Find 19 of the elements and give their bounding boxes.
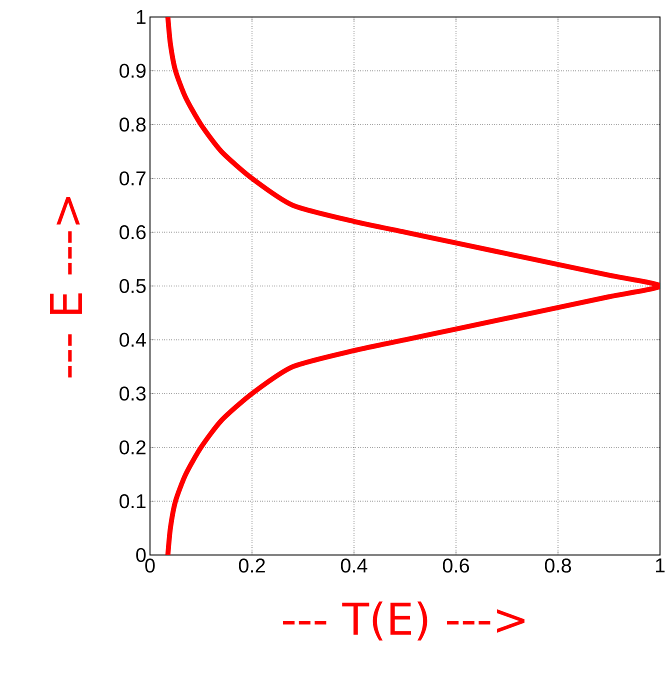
y-axis-title: --- E ---> <box>50 197 82 378</box>
x-tick-label: 0.6 <box>443 558 470 573</box>
y-tick-label: 0.4 <box>120 332 146 347</box>
y-tick-label: 0.3 <box>120 386 146 401</box>
y-tick-label: 0.5 <box>120 278 146 294</box>
x-tick-label: 1 <box>656 558 665 572</box>
x-tick-label: 0.8 <box>545 558 572 573</box>
y-tick-label: 0.7 <box>120 171 146 186</box>
y-tick-label: 0.2 <box>120 440 146 454</box>
x-axis-title: --- T(E) ---> <box>283 601 525 641</box>
y-tick-label: 0.9 <box>120 64 146 78</box>
y-tick-label: 0.1 <box>120 494 146 508</box>
y-tick-label: 0 <box>136 548 146 562</box>
y-tick-label: 0.6 <box>120 225 146 240</box>
y-tick-label: 0.8 <box>120 118 146 132</box>
y-tick-label: 1 <box>136 10 146 24</box>
x-tick-label: 0 <box>145 558 155 573</box>
x-tick-label: 0.2 <box>238 558 265 573</box>
x-tick-label: 0.4 <box>340 558 368 573</box>
